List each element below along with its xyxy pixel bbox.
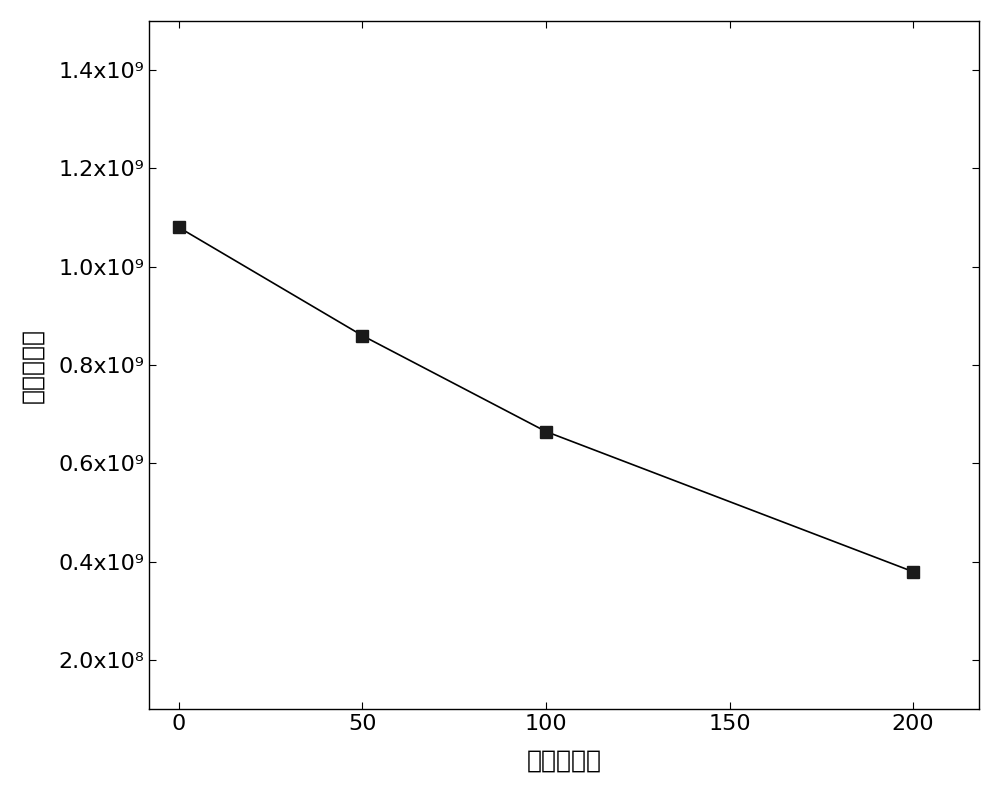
X-axis label: 热循环次数: 热循环次数 bbox=[527, 748, 602, 772]
Y-axis label: 自由基含量: 自由基含量 bbox=[21, 328, 45, 403]
